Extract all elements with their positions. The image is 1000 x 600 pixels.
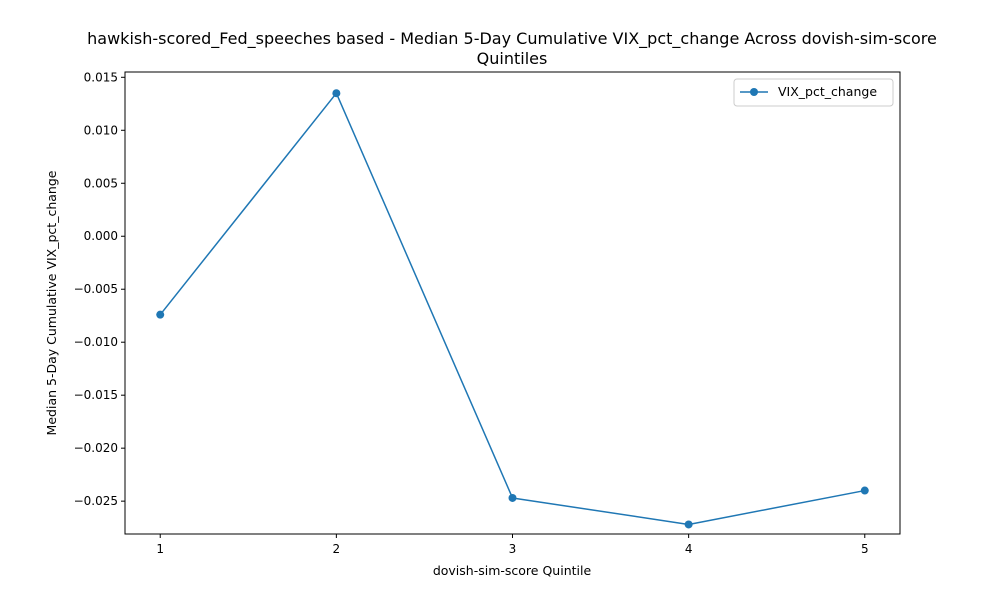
- legend-box: [733, 78, 894, 107]
- y-tick-label: −0.025: [74, 494, 118, 508]
- y-tick-label: 0.005: [84, 176, 118, 190]
- y-tick-label: −0.015: [74, 388, 118, 402]
- y-tick-label: −0.005: [74, 282, 118, 296]
- series-layer: [156, 89, 869, 529]
- x-tick-label: 1: [156, 542, 164, 556]
- x-tick-label: 2: [333, 542, 341, 556]
- data-point: [508, 493, 517, 502]
- data-point: [156, 310, 165, 319]
- data-point: [860, 486, 869, 495]
- x-axis-ticks: 1 2 3 4 5: [156, 534, 869, 556]
- chart-title-line-1: hawkish-scored_Fed_speeches based - Medi…: [87, 29, 937, 49]
- legend-marker: [750, 88, 758, 96]
- data-point: [684, 520, 693, 529]
- chart-title: hawkish-scored_Fed_speeches based - Medi…: [87, 29, 937, 68]
- plot-frame: [124, 71, 901, 535]
- plot-area: [125, 72, 900, 534]
- y-axis-label: Median 5-Day Cumulative VIX_pct_change: [44, 170, 59, 435]
- legend-label: VIX_pct_change: [778, 84, 877, 99]
- y-tick-label: −0.020: [74, 441, 118, 455]
- x-axis-label: dovish-sim-score Quintile: [433, 563, 592, 578]
- y-tick-label: 0.015: [84, 70, 118, 84]
- chart-title-line-2: Quintiles: [477, 49, 548, 68]
- x-tick-label: 3: [509, 542, 517, 556]
- data-point: [332, 89, 341, 98]
- y-tick-label: 0.010: [84, 123, 118, 137]
- x-tick-label: 4: [685, 542, 693, 556]
- y-tick-label: 0.000: [84, 229, 118, 243]
- legend: VIX_pct_change: [733, 78, 894, 107]
- x-tick-label: 5: [861, 542, 869, 556]
- y-tick-label: −0.010: [74, 335, 118, 349]
- y-axis-ticks: −0.025 −0.020 −0.015 −0.010 −0.005 0.000 0.005…: [74, 70, 125, 508]
